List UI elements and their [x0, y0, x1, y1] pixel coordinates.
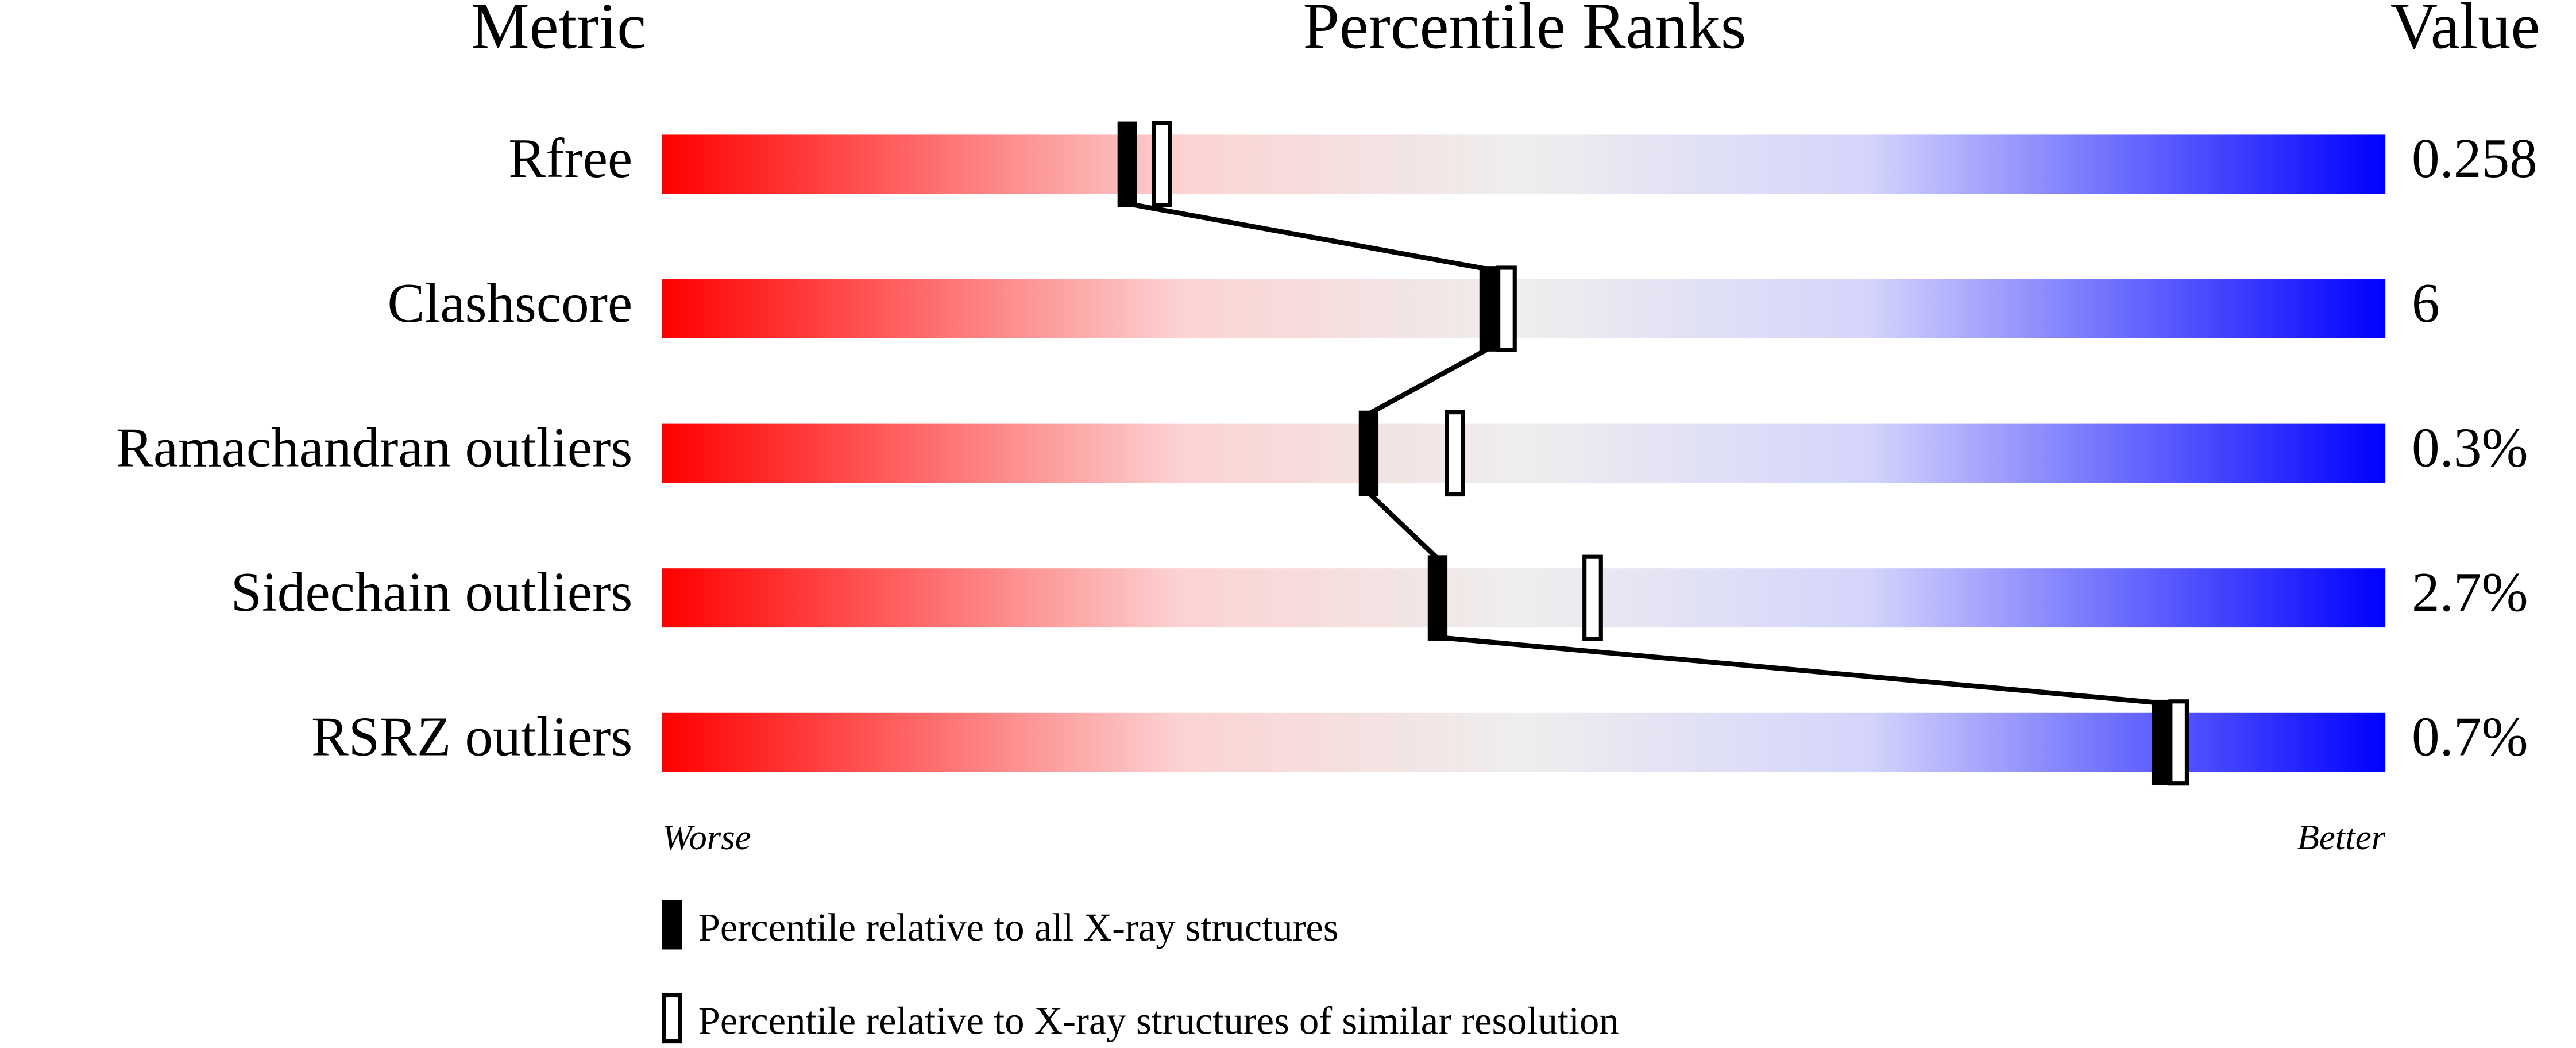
metric-value: 2.7%: [2412, 561, 2528, 623]
header-ranks: Percentile Ranks: [1303, 0, 1746, 62]
marker-all: [2151, 699, 2172, 785]
metric-label: RSRZ outliers: [311, 706, 632, 768]
marker-all: [1117, 121, 1138, 207]
connector: [1127, 201, 1490, 272]
legend-swatch: [661, 993, 682, 1044]
marker-all: [1358, 410, 1379, 496]
metric-value: 0.258: [2412, 128, 2538, 190]
marker-all: [1479, 266, 1500, 352]
legend-label: Percentile relative to all X-ray structu…: [698, 906, 1339, 949]
metric-value: 6: [2412, 272, 2440, 334]
metric-label: Sidechain outliers: [231, 561, 632, 623]
connector: [1367, 346, 1491, 417]
header-metric: Metric: [471, 0, 646, 62]
percentile-bar: [662, 134, 2386, 194]
percentile-bar: [662, 279, 2386, 338]
legend-label: Percentile relative to X-ray structures …: [698, 999, 1619, 1043]
metric-label: Ramachandran outliers: [116, 417, 632, 479]
marker-similar: [2168, 699, 2189, 786]
connector: [1437, 634, 2162, 706]
marker-similar: [1496, 265, 1517, 352]
legend-swatch: [662, 900, 682, 950]
metric-value: 0.7%: [2412, 706, 2528, 768]
connector: [1366, 491, 1439, 561]
metric-value: 0.3%: [2412, 417, 2528, 479]
metric-label: Clashscore: [388, 272, 633, 334]
header-value: Value: [2390, 0, 2540, 62]
metric-label: Rfree: [508, 128, 632, 190]
percentile-bar: [662, 568, 2386, 628]
marker-similar: [1582, 554, 1603, 641]
marker-all: [1427, 555, 1448, 641]
marker-similar: [1151, 121, 1172, 207]
worse-label: Worse: [662, 817, 751, 857]
marker-similar: [1445, 410, 1465, 497]
percentile-bar: [662, 423, 2386, 483]
percentile-bar: [662, 712, 2386, 772]
better-label: Better: [2297, 817, 2385, 857]
